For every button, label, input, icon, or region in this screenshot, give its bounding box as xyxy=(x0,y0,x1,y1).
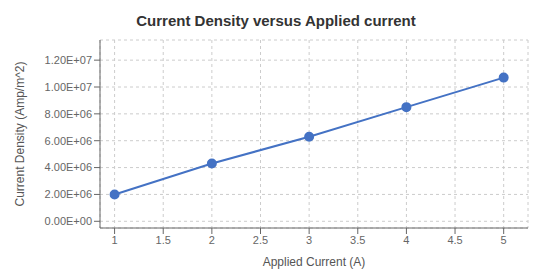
html-text:Current Density versus Applied: Current Density versus Applied current xyxy=(136,12,416,29)
svg-text:1.20E+07: 1.20E+07 xyxy=(45,54,92,66)
svg-text:4: 4 xyxy=(403,234,409,246)
svg-text:3.5: 3.5 xyxy=(350,234,365,246)
svg-text:5: 5 xyxy=(501,234,507,246)
svg-text:4.5: 4.5 xyxy=(447,234,462,246)
svg-text:2: 2 xyxy=(209,234,215,246)
svg-text:1.5: 1.5 xyxy=(156,234,171,246)
svg-text:3: 3 xyxy=(306,234,312,246)
svg-text:1.00E+07: 1.00E+07 xyxy=(45,81,92,93)
svg-text:2.5: 2.5 xyxy=(253,234,268,246)
svg-text:6.00E+06: 6.00E+06 xyxy=(45,135,92,147)
svg-text:Current Density (Amp/m^2): Current Density (Amp/m^2) xyxy=(13,62,27,207)
svg-text:2.00E+06: 2.00E+06 xyxy=(45,188,92,200)
svg-text:1: 1 xyxy=(112,234,118,246)
svg-text:0.00E+00: 0.00E+00 xyxy=(45,215,92,227)
svg-text:4.00E+06: 4.00E+06 xyxy=(45,161,92,173)
svg-text:8.00E+06: 8.00E+06 xyxy=(45,108,92,120)
svg-text:Applied Current (A): Applied Current (A) xyxy=(263,255,366,269)
